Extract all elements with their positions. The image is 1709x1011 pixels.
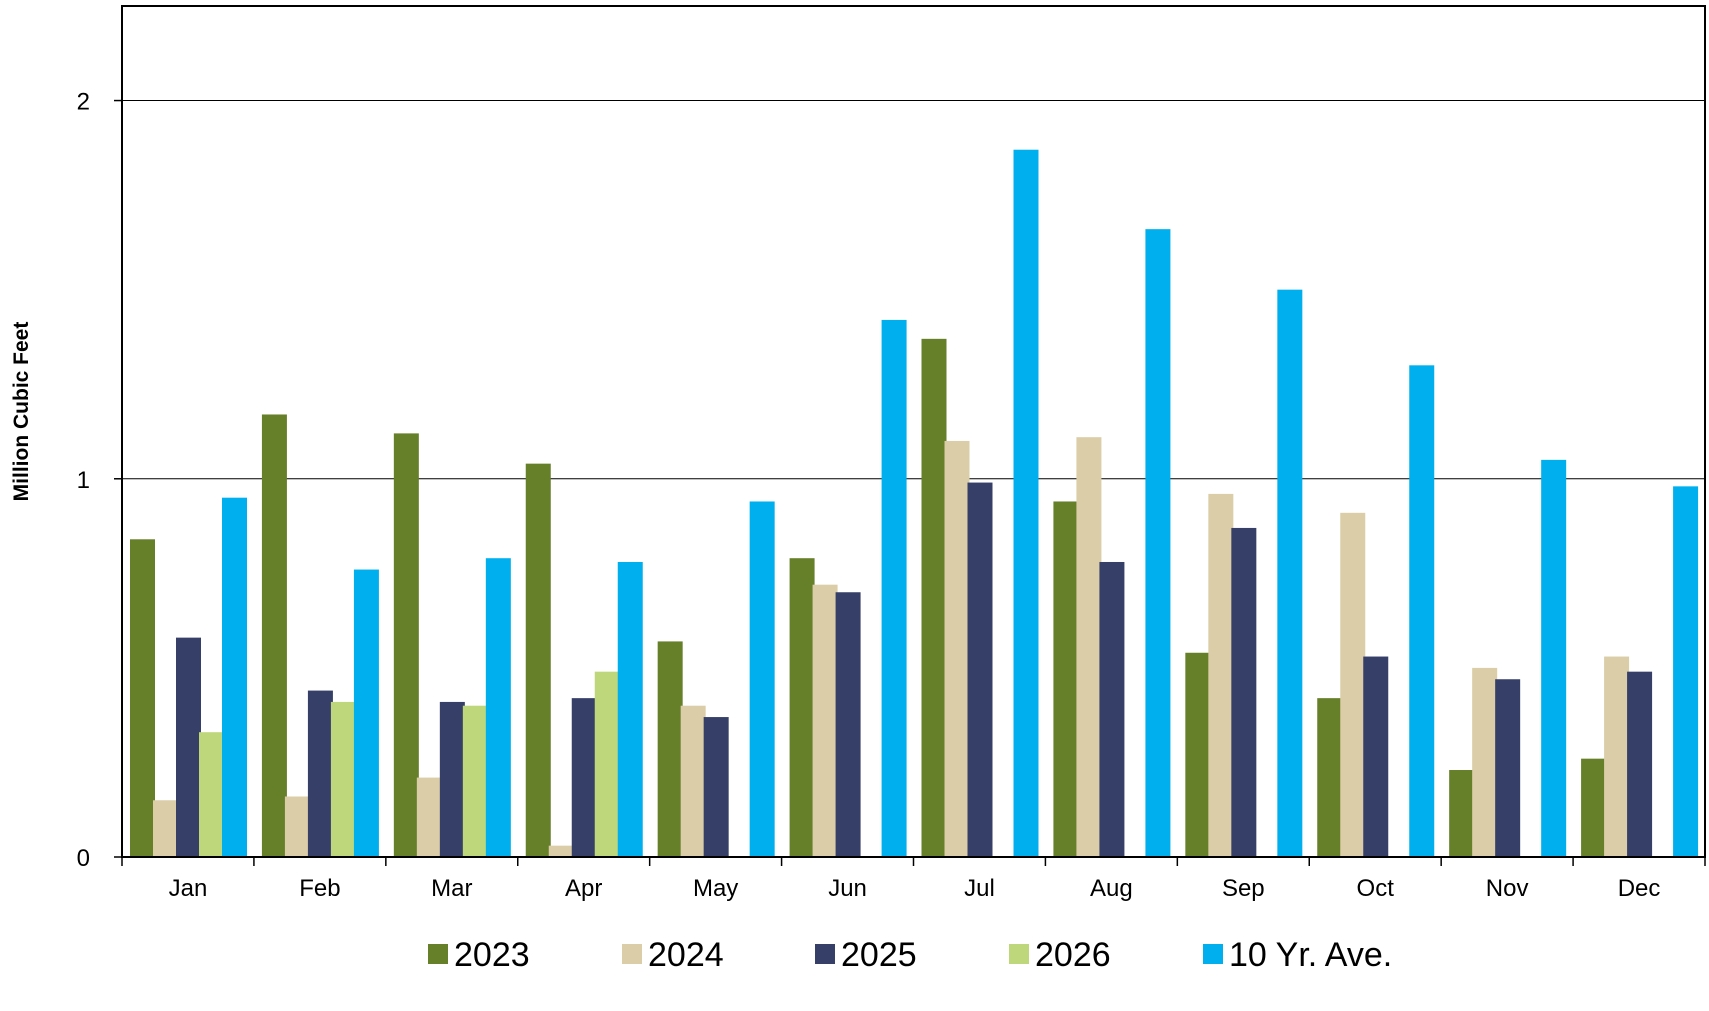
bar-2023-feb — [261, 414, 287, 857]
bar-2025-mar — [439, 701, 465, 857]
bar-10-yr-ave-jul — [1013, 149, 1039, 858]
x-tick-label: Oct — [1357, 875, 1395, 902]
bar-2025-oct — [1363, 656, 1389, 857]
bar-2025-dec — [1627, 671, 1653, 857]
bar-10-yr-ave-may — [749, 501, 775, 857]
legend-label: 10 Yr. Ave. — [1229, 936, 1392, 974]
bar-10-yr-ave-jun — [881, 319, 907, 857]
legend-swatch — [815, 944, 835, 964]
y-tick-label: 0 — [77, 845, 90, 872]
bar-2025-jun — [835, 592, 861, 857]
legend-label: 2024 — [648, 936, 724, 974]
axes: 0 1 2 Jan Feb Mar Apr May Jun Jul Aug Sep Oct Nov Dec — [77, 5, 1706, 902]
bar-10-yr-ave-mar — [485, 558, 511, 857]
x-tick-label: Aug — [1090, 875, 1133, 902]
legend-swatch — [1009, 944, 1029, 964]
bar-2026-apr — [594, 671, 620, 857]
legend: 2023 2024 2025 2026 10 Yr. Ave. — [428, 936, 1392, 974]
bar-10-yr-ave-dec — [1673, 486, 1699, 857]
bar-2024-jun — [812, 584, 838, 857]
legend-label: 2025 — [841, 936, 917, 974]
legend-swatch — [428, 944, 448, 964]
legend-label: 2026 — [1035, 936, 1111, 974]
bar-10-yr-ave-sep — [1277, 289, 1303, 858]
gridlines — [122, 100, 1705, 480]
x-tick-label: Sep — [1222, 875, 1265, 902]
bar-2023-jun — [789, 558, 815, 857]
x-tick-label: Mar — [431, 875, 472, 902]
y-tick-label: 2 — [77, 89, 90, 116]
bar-2024-nov — [1472, 667, 1498, 857]
bar-2025-jan — [176, 637, 201, 857]
bar-10-yr-ave-feb — [353, 569, 379, 857]
bar-2025-feb — [307, 690, 333, 857]
bar-2023-oct — [1317, 698, 1343, 857]
bar-2023-jul — [921, 338, 947, 857]
bars — [130, 149, 1699, 858]
bar-2023-dec — [1581, 758, 1607, 857]
x-tick-label: Jun — [828, 875, 867, 902]
x-tick-label: Jul — [964, 875, 995, 902]
bar-2025-aug — [1099, 561, 1125, 857]
bar-2026-mar — [462, 705, 488, 857]
bar-2024-dec — [1604, 656, 1630, 857]
bar-2024-jul — [944, 440, 970, 857]
x-tick-label: Feb — [299, 875, 340, 902]
bar-2024-apr — [548, 845, 574, 857]
bar-2023-may — [657, 641, 683, 857]
bar-2025-jul — [967, 482, 993, 857]
bar-2024-aug — [1076, 437, 1102, 857]
y-tick-label: 1 — [77, 467, 90, 494]
bar-2023-nov — [1449, 770, 1475, 857]
bar-2025-nov — [1495, 679, 1521, 857]
bar-2024-oct — [1340, 512, 1366, 857]
bar-2023-sep — [1185, 652, 1211, 857]
bar-10-yr-ave-oct — [1409, 365, 1435, 857]
bar-2026-jan — [199, 732, 224, 857]
bar-10-yr-ave-nov — [1541, 459, 1567, 857]
bar-2026-feb — [330, 701, 356, 857]
legend-label: 2023 — [454, 936, 530, 974]
bar-2025-apr — [571, 698, 597, 857]
legend-swatch — [622, 944, 642, 964]
legend-swatch — [1203, 944, 1223, 964]
bar-2024-sep — [1208, 493, 1234, 857]
bar-2024-jan — [153, 800, 178, 857]
bar-2024-mar — [416, 777, 442, 857]
bar-10-yr-ave-apr — [617, 561, 643, 857]
bar-2023-aug — [1053, 501, 1079, 857]
bar-2023-apr — [525, 463, 551, 857]
bar-10-yr-ave-aug — [1145, 229, 1171, 857]
x-tick-label: Apr — [565, 875, 602, 902]
bar-2025-may — [703, 717, 729, 857]
x-tick-label: Dec — [1618, 875, 1661, 902]
bar-2023-mar — [393, 433, 419, 857]
bar-2024-may — [680, 705, 706, 857]
x-tick-label: May — [693, 875, 738, 902]
y-axis-title: Million Cubic Feet — [10, 322, 33, 502]
bar-10-yr-ave-jan — [222, 497, 247, 857]
bar-2024-feb — [284, 796, 310, 857]
x-tick-label: Nov — [1486, 875, 1529, 902]
bar-2023-jan — [130, 539, 155, 857]
x-tick-label: Jan — [169, 875, 208, 902]
bar-2025-sep — [1231, 527, 1257, 857]
